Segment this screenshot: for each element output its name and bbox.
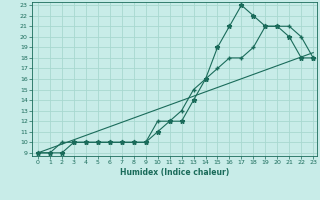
X-axis label: Humidex (Indice chaleur): Humidex (Indice chaleur) <box>120 168 229 177</box>
